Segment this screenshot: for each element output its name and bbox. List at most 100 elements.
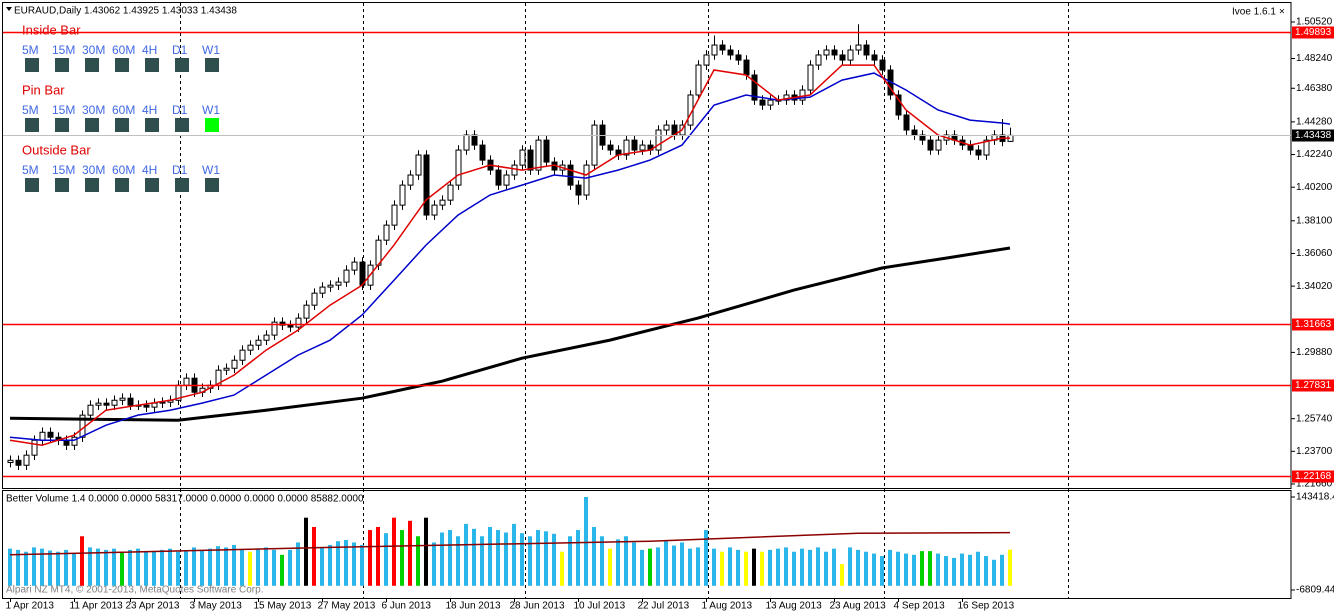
- volume-bar: [488, 526, 492, 586]
- volume-bar: [360, 544, 364, 586]
- volume-bar: [1008, 549, 1012, 586]
- signal-box: [85, 118, 99, 132]
- volume-bar: [24, 551, 28, 586]
- candle-body: [807, 64, 814, 91]
- candle-body: [927, 139, 934, 151]
- timeframe-label: 15M: [52, 103, 75, 117]
- volume-bar: [248, 551, 252, 586]
- y-tick-label: 1.44280: [1296, 117, 1333, 128]
- volume-bar: [1000, 554, 1004, 586]
- volume-bar: [64, 549, 68, 586]
- menu-arrow[interactable]: [6, 7, 12, 11]
- volume-bar: [824, 551, 828, 586]
- candle-body: [327, 284, 334, 288]
- candle-body: [871, 54, 878, 61]
- volume-bar: [760, 551, 764, 586]
- volume-bar: [400, 530, 404, 586]
- timeframe-label: 4H: [142, 163, 157, 177]
- volume-bar: [256, 548, 260, 586]
- volume-bar: [784, 547, 788, 586]
- candle-body: [351, 261, 358, 271]
- volume-bar: [8, 548, 12, 586]
- signal-title: Inside Bar: [22, 22, 81, 37]
- volume-bar: [528, 536, 532, 586]
- y-tick-label: 1.42240: [1296, 149, 1333, 160]
- timeframe-label: 5M: [22, 103, 39, 117]
- x-tick-label: 18 Jun 2013: [446, 601, 501, 612]
- level-label-bg: [1292, 379, 1334, 392]
- volume-bar: [736, 549, 740, 586]
- volume-bar: [216, 546, 220, 586]
- candle-body: [519, 149, 526, 166]
- candle-body: [655, 129, 662, 151]
- indicator-line: [9, 531, 1011, 556]
- volume-bar: [888, 549, 892, 586]
- signal-box: [205, 58, 219, 72]
- volume-bar: [880, 556, 884, 586]
- volume-bar: [984, 556, 988, 586]
- timeframe-label: 5M: [22, 163, 39, 177]
- volume-bar: [376, 526, 380, 586]
- volume-bar: [688, 548, 692, 586]
- candle-body: [431, 204, 438, 216]
- volume-bar: [320, 547, 324, 586]
- volume-bar: [72, 553, 76, 586]
- volume-bar: [584, 497, 588, 586]
- volume-bar: [144, 551, 148, 586]
- volume-bar: [136, 548, 140, 586]
- x-tick-label: 15 May 2013: [254, 601, 312, 612]
- level-label: 1.49893: [1295, 27, 1332, 38]
- volume-bar: [712, 548, 716, 586]
- close-button[interactable]: ×: [1279, 7, 1285, 18]
- timeframe-label: 4H: [142, 43, 157, 57]
- candle-body: [223, 367, 230, 371]
- timeframe-label: 4H: [142, 103, 157, 117]
- candle-body: [415, 154, 422, 176]
- candle-body: [663, 124, 670, 131]
- y-tick-label: 1.38100: [1296, 215, 1333, 226]
- x-tick-label: 13 Aug 2013: [766, 601, 823, 612]
- volume-bar: [832, 548, 836, 586]
- volume-bar: [472, 528, 476, 586]
- candle-body: [543, 139, 550, 163]
- volume-bar: [352, 542, 356, 586]
- level-label-bg: [1292, 470, 1334, 483]
- volume-bar: [200, 549, 204, 586]
- x-tick-label: 1 Apr 2013: [6, 601, 55, 612]
- candle-body: [95, 402, 102, 406]
- volume-bar: [40, 548, 44, 586]
- panel-header: Better Volume 1.4 0.0000 0.0000 58317.00…: [6, 494, 364, 505]
- candle-body: [183, 377, 190, 386]
- candle-body: [15, 459, 22, 466]
- timeframe-label: 15M: [52, 163, 75, 177]
- signal-box: [205, 178, 219, 192]
- candle-body: [287, 324, 294, 328]
- volume-bar: [864, 551, 868, 586]
- y-tick-label: 1.21660: [1296, 479, 1333, 490]
- volume-bar: [336, 541, 340, 586]
- volume-bar: [968, 554, 972, 586]
- candle-body: [343, 269, 350, 283]
- candle-body: [583, 164, 590, 196]
- volume-bar: [624, 536, 628, 586]
- volume-bar: [928, 551, 932, 586]
- level-label: 1.27831: [1295, 380, 1332, 391]
- candle-body: [447, 184, 454, 201]
- volume-bar: [424, 517, 428, 586]
- candle-body: [455, 149, 462, 186]
- candle-body: [87, 404, 94, 416]
- timeframe-label: 30M: [82, 103, 105, 117]
- volume-bar: [808, 549, 812, 586]
- volume-bar: [520, 533, 524, 586]
- candle-body: [895, 94, 902, 116]
- volume-bar: [464, 523, 468, 586]
- volume-bar: [776, 548, 780, 586]
- timeframe-label: D1: [172, 103, 188, 117]
- timeframe-label: D1: [172, 163, 188, 177]
- signal-box: [175, 118, 189, 132]
- candle-body: [151, 402, 158, 408]
- candle-body: [503, 174, 510, 186]
- candle-body: [607, 144, 614, 151]
